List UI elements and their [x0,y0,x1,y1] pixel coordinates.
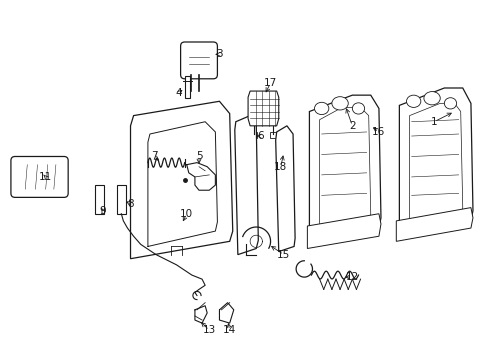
Text: 3: 3 [216,49,223,59]
Text: 8: 8 [127,198,134,208]
Text: 15: 15 [277,249,290,260]
Ellipse shape [314,102,328,114]
Bar [170,113,183,124]
Text: 1: 1 [430,117,437,127]
Polygon shape [275,126,294,252]
Text: 6: 6 [257,131,263,141]
Ellipse shape [444,98,456,109]
Text: 14: 14 [223,325,236,335]
Text: 13: 13 [202,325,215,335]
Text: 10: 10 [180,209,193,219]
Bar [239,146,253,152]
Text: 5: 5 [195,152,202,162]
Text: 18: 18 [274,162,287,172]
Bar [117,185,126,214]
Text: 2: 2 [348,121,355,131]
Bar [269,132,275,138]
Bar [239,126,253,132]
Ellipse shape [352,103,364,114]
Polygon shape [309,95,380,241]
Text: 9: 9 [100,206,106,216]
Polygon shape [399,88,472,234]
Text: 12: 12 [345,272,358,282]
Ellipse shape [331,97,347,110]
Polygon shape [307,214,380,248]
Text: 11: 11 [39,172,52,182]
Bar [184,76,189,98]
Polygon shape [234,116,258,255]
Text: 17: 17 [264,78,277,88]
FancyBboxPatch shape [11,157,68,197]
FancyBboxPatch shape [180,42,217,79]
Text: 4: 4 [175,88,182,98]
Polygon shape [247,91,278,126]
Ellipse shape [423,91,439,105]
Polygon shape [130,101,232,259]
Ellipse shape [406,95,420,107]
Bar [251,132,257,138]
Bar [95,185,104,214]
Text: 7: 7 [150,152,157,162]
Bar [239,136,253,142]
Bar [156,113,168,124]
Polygon shape [395,208,472,241]
Text: 16: 16 [371,127,385,137]
